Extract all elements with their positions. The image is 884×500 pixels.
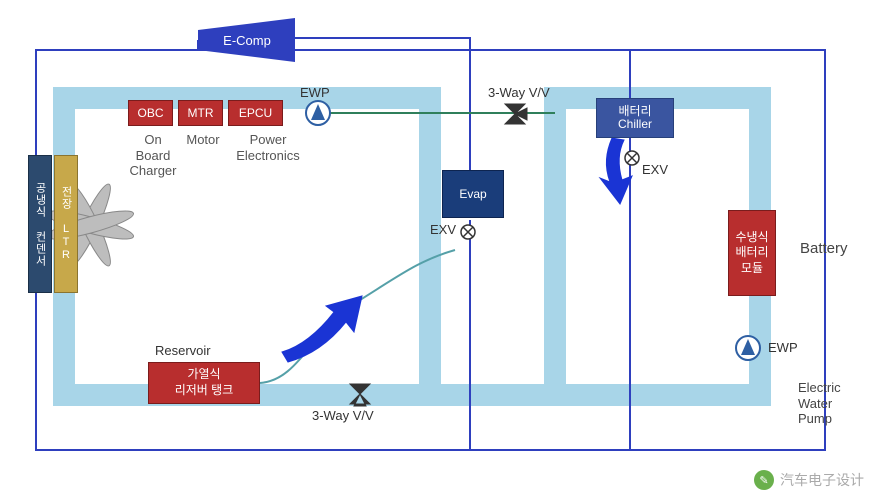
- three-way-bot-label: 3-Way V/V: [312, 408, 374, 423]
- ewp-top-icon: [306, 101, 330, 125]
- ewp-right-label: EWP: [768, 340, 798, 355]
- evap-block: Evap: [442, 170, 504, 218]
- mtr-sublabel: Motor: [178, 132, 228, 148]
- epcu-block: EPCU: [228, 100, 283, 126]
- ecomp-block: E-Comp: [210, 30, 284, 50]
- ltr-block: 전장 LTR: [54, 155, 78, 293]
- watermark: ✎ 汽车电子设计: [754, 470, 864, 490]
- thermal-system-diagram: E-Comp 공냉식 컨덴서 전장 LTR OBC MTR EPCU On Bo…: [0, 0, 884, 500]
- epcu-sublabel: Power Electronics: [228, 132, 308, 163]
- reservoir-label: Reservoir: [155, 343, 211, 358]
- flow-arrow-reservoir-icon: [282, 296, 362, 362]
- ewp-right-sublabel: Electric Water Pump: [798, 380, 841, 427]
- condenser-block: 공냉식 컨덴서: [28, 155, 52, 293]
- reservoir-block: 가열식 리저버 탱크: [148, 362, 260, 404]
- battery-label: Battery: [800, 240, 848, 257]
- exv-evap-icon: [461, 225, 475, 239]
- watermark-text: 汽车电子设计: [780, 470, 864, 490]
- ewp-right-icon: [736, 336, 760, 360]
- exv-chiller-icon: [625, 151, 639, 165]
- wechat-icon: ✎: [754, 470, 774, 490]
- flow-arrow-chiller-icon: [600, 138, 632, 204]
- exv-chiller-label: EXV: [642, 162, 668, 177]
- exv-evap-label: EXV: [430, 222, 456, 237]
- chiller-block: 배터리 Chiller: [596, 98, 674, 138]
- obc-block: OBC: [128, 100, 173, 126]
- mtr-block: MTR: [178, 100, 223, 126]
- ewp-top-label: EWP: [300, 85, 330, 100]
- battery-kr-block: 수냉식 배터리 모듈: [728, 210, 776, 296]
- three-way-top-label: 3-Way V/V: [488, 85, 550, 100]
- ecomp-label: E-Comp: [223, 33, 271, 48]
